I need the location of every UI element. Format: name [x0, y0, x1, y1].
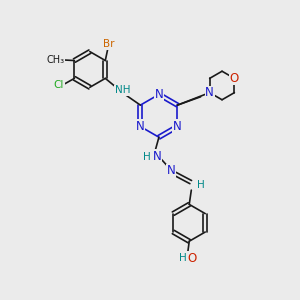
Text: O: O [187, 252, 196, 265]
Text: N: N [167, 164, 176, 177]
Text: N: N [205, 86, 214, 99]
Text: N: N [153, 150, 161, 163]
Text: NH: NH [115, 85, 130, 95]
Text: H: H [143, 152, 151, 161]
Text: N: N [173, 120, 182, 133]
Text: CH₃: CH₃ [46, 55, 64, 65]
Text: H: H [179, 254, 187, 263]
Text: Cl: Cl [54, 80, 64, 90]
Text: N: N [136, 120, 145, 133]
Text: H: H [197, 180, 205, 190]
Text: Br: Br [103, 39, 114, 49]
Text: O: O [230, 72, 239, 85]
Text: N: N [154, 88, 163, 101]
